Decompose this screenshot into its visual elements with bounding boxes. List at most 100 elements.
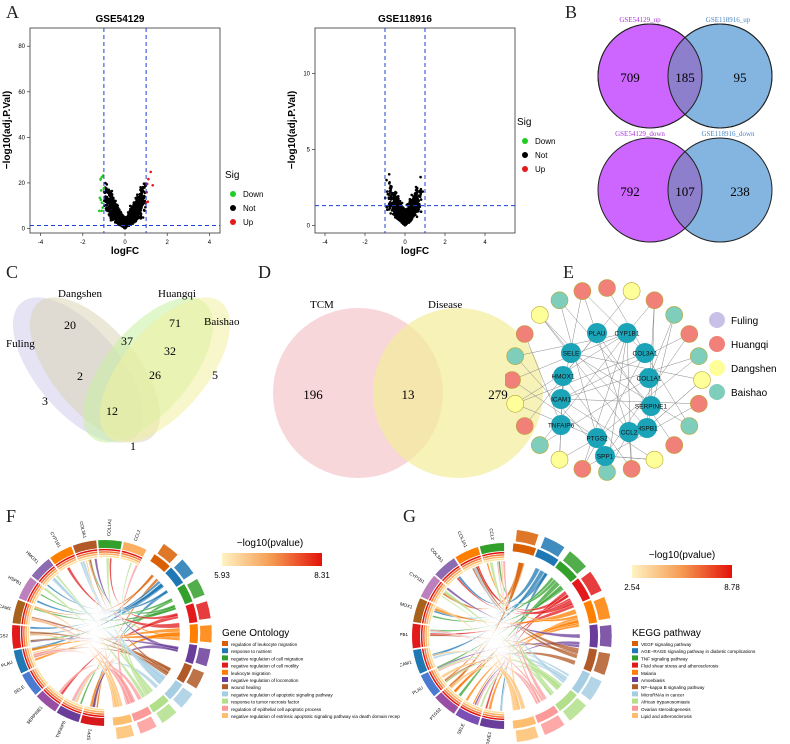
term-outer-arc: [593, 651, 611, 676]
venn-down: GSE54129_down GSE118916_down 792 107 238: [597, 130, 773, 243]
target-node: [587, 428, 607, 448]
y-tick-label: 10: [303, 72, 310, 78]
data-point: [133, 212, 136, 215]
term-arc: [512, 716, 537, 729]
target-node-label: SELE: [563, 351, 580, 358]
target-node: [639, 368, 659, 388]
data-point: [400, 201, 404, 205]
venn-label-disease: Disease: [428, 299, 462, 311]
network-edge: [582, 290, 646, 354]
data-point: [390, 196, 393, 200]
venn-label-right: GSE118916_up: [706, 16, 751, 24]
legend-swatch: [222, 655, 228, 661]
compound-node: [505, 371, 521, 389]
term-outer-arc: [156, 543, 179, 564]
chord-link: [484, 590, 568, 710]
gene-value-ring: [48, 684, 65, 699]
y-tick-label: 0: [22, 226, 26, 232]
chord-link: [55, 574, 154, 694]
colorbar-title: −log10(pvalue): [237, 538, 303, 549]
network-edge: [606, 287, 646, 354]
term-outer-arc: [599, 624, 613, 648]
data-point: [109, 219, 113, 222]
volcano-plot-gse118916: GSE118916 -4 -2 0 2 4 0 5 10 logFC −log10(adj.P…: [287, 14, 555, 257]
network-edge: [582, 352, 646, 470]
data-point: [415, 186, 419, 190]
target-node-label: COL1A1: [637, 376, 662, 383]
gene-value-ring: [428, 604, 436, 625]
network-edge: [560, 398, 699, 405]
legend-swatch: [632, 677, 638, 682]
legend-swatch: [632, 713, 638, 718]
chord-link: [32, 648, 121, 708]
chord-link: [109, 557, 179, 620]
venn-count-both: 185: [675, 70, 695, 85]
chord-link: [473, 566, 566, 684]
gene-value-ring: [29, 583, 41, 603]
legend-swatch: [222, 662, 228, 668]
term-outer-arc: [173, 558, 195, 581]
data-point: [136, 193, 139, 196]
gene-label: TNFAIP6: [55, 720, 67, 739]
term-arc: [535, 705, 559, 724]
compound-node: [598, 279, 616, 297]
kegg-chord-diagram: SERPINE1 SELE PTGS2 PLAU ICAM1 HSPB1 HMOX1 CYP1…: [400, 528, 756, 744]
data-point: [415, 192, 418, 195]
x-tick-label: 0: [403, 240, 407, 246]
data-point: [115, 210, 118, 213]
gene-value-ring: [432, 669, 446, 688]
legend-swatch-baishao: [709, 384, 725, 400]
term-outer-arc: [580, 675, 603, 701]
term-outer-arc: [515, 529, 540, 547]
panel-label-b: B: [565, 2, 578, 22]
legend-swatch: [632, 698, 638, 704]
y-tick-label: 40: [18, 135, 25, 141]
network-edge: [539, 314, 630, 433]
data-point: [104, 181, 107, 185]
legend-swatch: [222, 669, 228, 675]
chord-link: [436, 585, 563, 669]
compound-node: [690, 347, 708, 365]
data-point: [392, 212, 395, 216]
gene-label: PTGS2: [0, 633, 9, 639]
term-arc: [512, 543, 537, 556]
chord-link: [79, 598, 174, 705]
term-arc: [571, 578, 591, 602]
gene-value-ring: [461, 704, 482, 715]
network-edge: [559, 300, 598, 439]
legend-swatch: [632, 705, 638, 711]
gene-value-ring: [460, 555, 481, 567]
legend-term: negative regulation of apoptotic signali…: [231, 692, 333, 697]
gene-value-ring: [64, 697, 84, 708]
legend-term: AGE−RAGE signaling pathway in diabetic c…: [641, 649, 756, 654]
data-point: [104, 207, 108, 210]
gene-arc: [455, 707, 481, 725]
region-count: 20: [64, 318, 76, 332]
data-point: [393, 203, 397, 206]
target-node-label: ICAM1: [551, 397, 571, 404]
data-point: [125, 225, 128, 228]
data-point: [129, 207, 132, 211]
region-count: 1: [130, 439, 136, 453]
gene-value-ring: [31, 669, 45, 688]
legend-swatch: [632, 641, 638, 646]
legend-title: Gene Ontology: [222, 628, 289, 639]
term-outer-arc: [194, 647, 212, 667]
data-point: [119, 217, 123, 220]
venn-overlap: [667, 151, 703, 229]
data-point: [389, 212, 392, 215]
legend-term: Fluid shear stress and atherosclerosis: [641, 664, 719, 669]
gene-label: COL3A1: [79, 521, 88, 539]
term-arc: [131, 706, 152, 722]
target-node: [551, 389, 571, 409]
legend-swatch: [222, 698, 228, 704]
data-point: [133, 206, 136, 210]
chord-link: [43, 587, 147, 699]
data-point: [412, 195, 415, 198]
gene-value-ring: [77, 553, 98, 560]
data-point: [139, 212, 143, 215]
data-point: [394, 195, 397, 198]
data-point: [99, 189, 103, 192]
gene-value-ring: [44, 687, 62, 703]
